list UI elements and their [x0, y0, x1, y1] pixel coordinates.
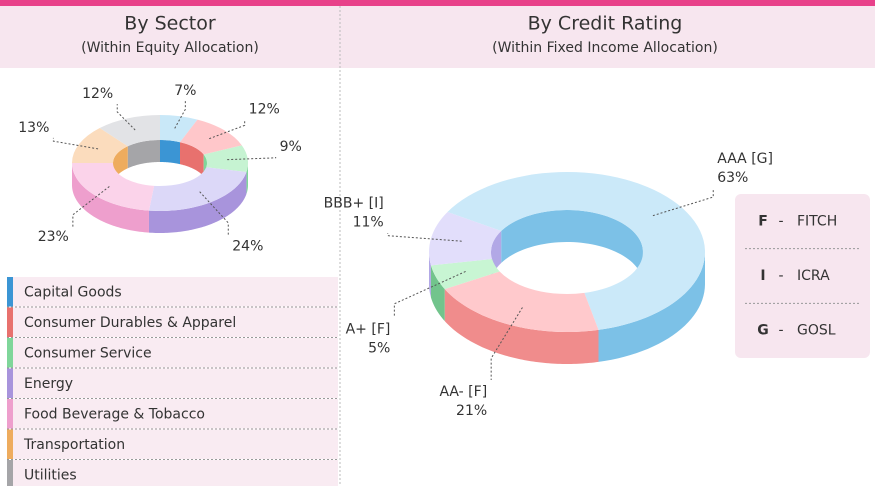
legend-row	[7, 338, 338, 368]
labels: AAA [G] 63% AA- [F] 21% A+ [F] 5% BBB+ [I] 11%	[324, 151, 773, 419]
legend-label: Consumer Durables & Apparel	[24, 315, 236, 331]
key-code: I	[760, 268, 765, 284]
slice-side	[444, 289, 599, 364]
key-name: ICRA	[797, 268, 830, 284]
legend-swatch	[7, 460, 13, 490]
chart-title: By Sector	[124, 13, 216, 35]
slice-value-label: 5%	[368, 341, 390, 357]
slice-value-label: 13%	[18, 120, 49, 136]
legend-row	[7, 460, 338, 490]
legend-label: Consumer Service	[24, 345, 152, 361]
slice	[180, 119, 242, 155]
legend-label: Energy	[24, 376, 73, 392]
leader-line	[209, 119, 246, 140]
slice	[160, 115, 198, 143]
key-code: F	[758, 213, 768, 229]
key-name: FITCH	[797, 213, 837, 229]
key-code: G	[757, 323, 769, 339]
slice-value-label: 11%	[353, 214, 384, 230]
top-bar	[0, 0, 875, 6]
slice-value-label: 12%	[249, 102, 280, 118]
legend-row	[7, 307, 338, 337]
slice-label: AA- [F]	[439, 384, 487, 400]
legend-swatch	[7, 277, 13, 307]
leader-line	[227, 157, 277, 161]
legend-label: Transportation	[23, 437, 125, 453]
legend-row	[7, 429, 338, 459]
slice-inner-side	[160, 140, 181, 165]
slice-value-label: 23%	[38, 229, 69, 245]
chart-subtitle: (Within Fixed Income Allocation)	[492, 40, 718, 56]
slice-value-label: 21%	[456, 403, 487, 419]
slice	[430, 259, 500, 290]
slice	[447, 172, 705, 330]
legend-row	[7, 277, 338, 307]
legend-label: Utilities	[24, 467, 77, 483]
slices	[72, 115, 249, 211]
key-name: GOSL	[797, 323, 836, 339]
slice-side	[148, 171, 247, 233]
slice	[203, 145, 249, 172]
legend-row	[7, 368, 338, 398]
legend-swatch	[7, 338, 13, 368]
leader-line	[174, 101, 186, 129]
slices	[429, 172, 705, 333]
slice	[429, 212, 502, 266]
rating-key-box	[735, 194, 870, 358]
leader-line	[116, 104, 136, 131]
inner-walls	[113, 140, 207, 185]
slice-value-label: 9%	[280, 139, 302, 155]
slice	[72, 128, 128, 163]
key-separator-text: -	[778, 213, 783, 229]
slice-label: AAA [G]	[717, 151, 773, 167]
slice-value-label: 12%	[82, 86, 113, 102]
legend-swatch	[7, 429, 13, 459]
slice-side	[246, 163, 248, 194]
slice	[148, 167, 247, 211]
legend-row	[7, 399, 338, 429]
labels: 7% 12% 9% 24% 23% 13% 12%	[18, 83, 302, 254]
slice	[72, 163, 155, 211]
leader-line	[652, 189, 714, 217]
key-separator-text: -	[778, 268, 783, 284]
key-separator-text: -	[778, 323, 783, 339]
slice	[99, 115, 160, 147]
legend-swatch	[7, 307, 13, 337]
chart-title: By Credit Rating	[528, 13, 683, 35]
slice-side	[430, 265, 445, 322]
legend-label: Food Beverage & Tobacco	[24, 406, 205, 422]
legend-label: Capital Goods	[24, 284, 122, 300]
slice-inner-side	[127, 140, 160, 169]
legend-swatch	[7, 368, 13, 398]
slice-side	[72, 163, 149, 233]
walls	[429, 252, 705, 364]
slice	[444, 271, 599, 333]
legend-swatch	[7, 399, 13, 429]
slice-value-label: 63%	[717, 170, 748, 186]
slice-label: BBB+ [I]	[324, 195, 384, 211]
walls	[72, 163, 248, 233]
slice-label: A+ [F]	[346, 322, 391, 338]
slice-inner-side	[501, 210, 643, 283]
leader-line	[387, 233, 462, 242]
slice-side	[598, 252, 705, 362]
slice-value-label: 24%	[232, 238, 263, 254]
header-band	[0, 6, 875, 68]
slice-side	[429, 252, 431, 298]
slice-value-label: 7%	[174, 83, 196, 99]
slice-inner-side	[180, 142, 204, 177]
leader-line	[52, 137, 99, 150]
chart-subtitle: (Within Equity Allocation)	[81, 40, 259, 56]
